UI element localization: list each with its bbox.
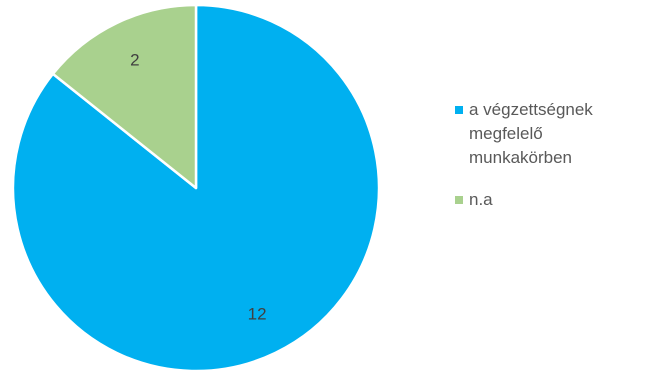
pie-slice-0	[11, 3, 381, 373]
pie-slice-1	[51, 3, 198, 190]
legend-label-0: a végzettségnek megfelelő munkakörben	[469, 100, 593, 167]
legend-swatch-0	[455, 106, 463, 114]
legend-item-1: n.a	[455, 188, 640, 212]
legend-item-0: a végzettségnek megfelelő munkakörben	[455, 98, 640, 170]
legend-swatch-1	[455, 196, 463, 204]
data-label-1: 2	[130, 51, 139, 70]
data-label-0: 12	[248, 304, 267, 323]
legend: a végzettségnek megfelelő munkakörben n.…	[455, 98, 640, 230]
legend-label-1: n.a	[469, 190, 493, 209]
